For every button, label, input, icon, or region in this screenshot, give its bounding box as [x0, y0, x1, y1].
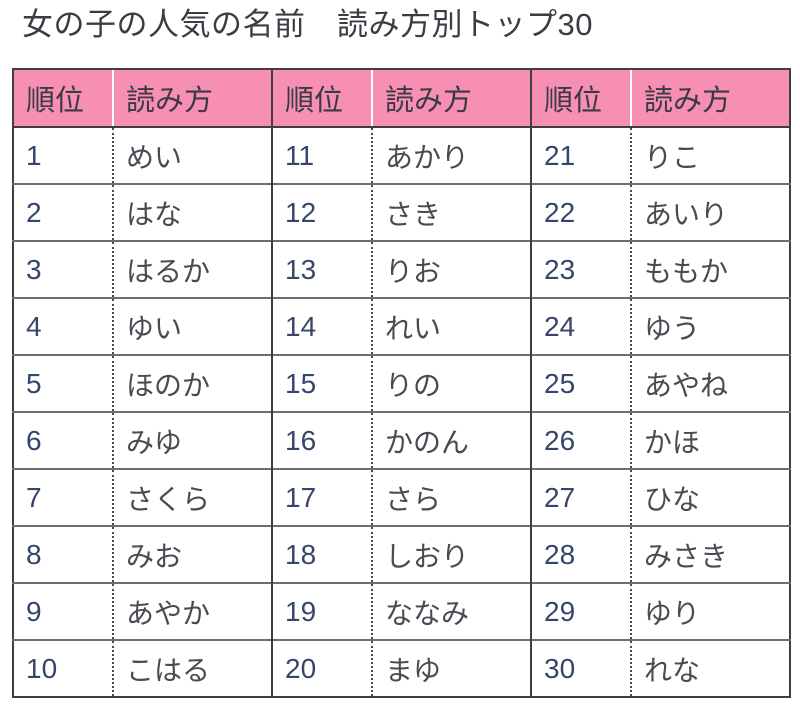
rank-cell: 24: [530, 297, 632, 355]
reading-cell: ゆう: [631, 297, 790, 355]
table-row: 5 ほのか 15 りの 25 あやね: [13, 354, 790, 412]
rank-cell: 16: [271, 411, 373, 469]
rank-cell: 1: [13, 126, 114, 184]
reading-cell: かのん: [372, 411, 531, 469]
rank-cell: 22: [530, 183, 632, 241]
rank-cell: 28: [530, 525, 632, 583]
reading-cell: れい: [372, 297, 531, 355]
reading-header: 読み方: [113, 69, 272, 128]
reading-cell: みゆ: [113, 411, 272, 469]
rank-header: 順位: [530, 69, 632, 128]
rank-cell: 9: [13, 582, 114, 640]
reading-cell: あやね: [631, 354, 790, 412]
rank-cell: 26: [530, 411, 632, 469]
table-row: 3 はるか 13 りお 23 ももか: [13, 240, 790, 298]
rank-cell: 20: [271, 639, 373, 697]
reading-cell: はるか: [113, 240, 272, 298]
reading-cell: はな: [113, 183, 272, 241]
reading-header: 読み方: [631, 69, 790, 128]
rank-cell: 17: [271, 468, 373, 526]
reading-cell: ももか: [631, 240, 790, 298]
reading-cell: めい: [113, 126, 272, 184]
rank-cell: 15: [271, 354, 373, 412]
rank-cell: 27: [530, 468, 632, 526]
rank-cell: 8: [13, 525, 114, 583]
rank-cell: 19: [271, 582, 373, 640]
rank-header: 順位: [271, 69, 373, 128]
page-title: 女の子の人気の名前 読み方別トップ30: [22, 7, 593, 42]
reading-cell: れな: [631, 639, 790, 697]
rank-cell: 13: [271, 240, 373, 298]
header-row: 順位 読み方 順位 読み方 順位 読み方: [13, 69, 790, 128]
reading-cell: りの: [372, 354, 531, 412]
reading-cell: みお: [113, 525, 272, 583]
rank-cell: 3: [13, 240, 114, 298]
rank-cell: 29: [530, 582, 632, 640]
reading-cell: さら: [372, 468, 531, 526]
reading-cell: さき: [372, 183, 531, 241]
reading-cell: あやか: [113, 582, 272, 640]
reading-cell: ななみ: [372, 582, 531, 640]
rank-cell: 30: [530, 639, 632, 697]
rank-cell: 12: [271, 183, 373, 241]
reading-cell: りお: [372, 240, 531, 298]
rank-cell: 6: [13, 411, 114, 469]
reading-cell: さくら: [113, 468, 272, 526]
table-row: 9 あやか 19 ななみ 29 ゆり: [13, 582, 790, 640]
reading-cell: ほのか: [113, 354, 272, 412]
reading-cell: ひな: [631, 468, 790, 526]
table-row: 2 はな 12 さき 22 あいり: [13, 183, 790, 241]
reading-cell: かほ: [631, 411, 790, 469]
reading-cell: ゆい: [113, 297, 272, 355]
rank-cell: 4: [13, 297, 114, 355]
rank-cell: 23: [530, 240, 632, 298]
table-row: 8 みお 18 しおり 28 みさき: [13, 525, 790, 583]
table-row: 4 ゆい 14 れい 24 ゆう: [13, 297, 790, 355]
table-row: 6 みゆ 16 かのん 26 かほ: [13, 411, 790, 469]
rank-cell: 2: [13, 183, 114, 241]
reading-cell: ゆり: [631, 582, 790, 640]
rank-cell: 10: [13, 639, 114, 697]
reading-cell: りこ: [631, 126, 790, 184]
rank-cell: 11: [271, 126, 373, 184]
reading-cell: しおり: [372, 525, 531, 583]
rank-cell: 14: [271, 297, 373, 355]
table-row: 1 めい 11 あかり 21 りこ: [13, 126, 790, 184]
reading-cell: まゆ: [372, 639, 531, 697]
rank-cell: 5: [13, 354, 114, 412]
reading-cell: あかり: [372, 126, 531, 184]
rankings-table: 順位 読み方 順位 読み方 順位 読み方 1 めい 11 あかり 21 りこ 2…: [12, 68, 791, 698]
reading-cell: みさき: [631, 525, 790, 583]
rank-cell: 18: [271, 525, 373, 583]
reading-header: 読み方: [372, 69, 531, 128]
rank-cell: 21: [530, 126, 632, 184]
table-row: 10 こはる 20 まゆ 30 れな: [13, 639, 790, 697]
reading-cell: こはる: [113, 639, 272, 697]
reading-cell: あいり: [631, 183, 790, 241]
rank-header: 順位: [13, 69, 114, 128]
rank-cell: 25: [530, 354, 632, 412]
table-row: 7 さくら 17 さら 27 ひな: [13, 468, 790, 526]
rank-cell: 7: [13, 468, 114, 526]
